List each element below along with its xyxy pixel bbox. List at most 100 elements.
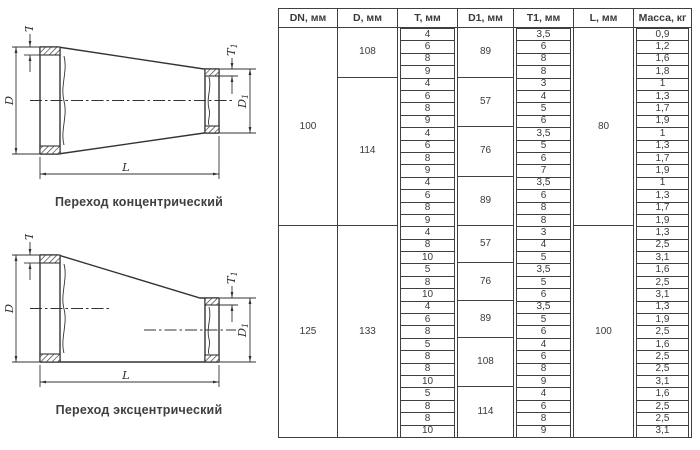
mass-cell-wrap: 1,9 [634,313,691,326]
mass-cell-wrap: 0,9 [634,28,691,41]
t-cell-wrap: 8 [398,102,458,115]
wall-hatch [204,68,220,77]
mass-cell: 1,6 [636,387,689,400]
t-cell-wrap: 6 [398,139,458,152]
mass-cell-wrap: 1,2 [634,40,691,53]
t-cell: 10 [400,251,455,264]
t-cell-wrap: 4 [398,176,458,190]
d1-cell: 89 [458,176,514,227]
t-cell-wrap: 4 [398,300,458,314]
column-header: DN, мм [279,9,338,28]
mass-cell-wrap: 1,3 [634,226,691,239]
t1-cell: 6 [516,325,571,338]
t1-cell-wrap: 9 [514,424,574,437]
t1-cell: 6 [516,288,571,301]
t-cell: 4 [400,300,455,314]
t1-cell-wrap: 3,5 [514,28,574,41]
t1-cell-wrap: 4 [514,89,574,103]
concentric-reducer-drawing: T D T1 D1 L [4,26,256,179]
t1-cell: 6 [516,399,571,413]
t-cell: 5 [400,337,455,351]
d1-cell: 114 [458,387,514,437]
t-cell: 8 [400,399,455,413]
t1-cell: 6 [516,350,571,363]
t-cell: 9 [400,114,455,128]
t-cell-wrap: 5 [398,337,458,351]
t-cell-wrap: 6 [398,313,458,326]
t1-cell: 3,5 [516,176,571,190]
mass-cell: 2,5 [636,275,689,289]
column-header: D1, мм [458,9,514,28]
t1-cell: 5 [516,251,571,264]
t-cell-wrap: 5 [398,263,458,276]
mass-cell-wrap: 1,9 [634,213,691,227]
t-cell: 10 [400,288,455,301]
t-cell-wrap: 6 [398,40,458,53]
t-cell: 4 [400,77,455,90]
t-cell-wrap: 5 [398,387,458,400]
t-cell-wrap: 9 [398,213,458,227]
mass-cell: 1,7 [636,151,689,165]
t1-cell-wrap: 6 [514,40,574,53]
d1-cell: 89 [458,28,514,78]
t-cell: 8 [400,201,455,214]
t-cell: 10 [400,375,455,388]
eccentric-caption: Переход эксцентрический [55,403,223,417]
dim-label-l: L [121,368,130,382]
t1-cell: 4 [516,337,571,351]
t1-cell: 8 [516,52,571,66]
t1-cell-wrap: 8 [514,201,574,214]
mass-cell: 1,9 [636,313,689,326]
t1-cell: 3,5 [516,127,571,140]
mass-cell-wrap: 1,3 [634,189,691,202]
mass-cell-wrap: 3,1 [634,251,691,264]
t-cell: 8 [400,238,455,252]
t-cell: 8 [400,275,455,289]
t-cell-wrap: 9 [398,114,458,128]
d1-cell: 108 [458,337,514,388]
mass-cell: 1,3 [636,189,689,202]
t-cell: 4 [400,176,455,190]
t1-cell: 3,5 [516,263,571,276]
mass-cell-wrap: 1,9 [634,164,691,177]
mass-cell: 3,1 [636,375,689,388]
t1-cell-wrap: 6 [514,114,574,128]
mass-cell: 1,3 [636,226,689,239]
mass-cell: 1,2 [636,40,689,53]
l-cell: 80 [574,28,634,227]
dim-label-t1: T1 [224,271,239,284]
spec-table: DN, мм D, мм T, мм D1, мм T1, мм L, мм Масса, … [278,8,692,438]
mass-cell: 1,9 [636,164,689,177]
t-cell: 8 [400,325,455,338]
mass-cell-wrap: 1,3 [634,139,691,152]
t1-cell-wrap: 8 [514,213,574,227]
t-cell: 6 [400,313,455,326]
mass-cell: 3,1 [636,424,689,437]
t-cell: 6 [400,189,455,202]
mass-cell: 1,9 [636,114,689,128]
t-cell-wrap: 10 [398,375,458,388]
wall-hatch [204,297,220,306]
t-cell: 9 [400,65,455,78]
mass-cell-wrap: 1,6 [634,52,691,66]
t1-cell-wrap: 8 [514,412,574,425]
column-header: L, мм [574,9,634,28]
t1-cell-wrap: 3,5 [514,263,574,276]
mass-cell-wrap: 3,1 [634,375,691,388]
t1-cell: 4 [516,387,571,400]
mass-cell-wrap: 2,5 [634,350,691,363]
t1-cell-wrap: 4 [514,238,574,252]
t1-cell: 6 [516,189,571,202]
dim-label-t: T [22,26,36,32]
t1-cell: 5 [516,313,571,326]
t-cell-wrap: 4 [398,28,458,41]
t1-cell: 6 [516,151,571,165]
t1-cell-wrap: 5 [514,275,574,289]
break-line [207,306,211,355]
t-cell: 6 [400,139,455,152]
mass-cell: 1,3 [636,139,689,152]
t1-cell: 5 [516,102,571,115]
t-cell-wrap: 8 [398,325,458,338]
wall-hatch [39,254,61,264]
mass-cell-wrap: 1,9 [634,114,691,128]
